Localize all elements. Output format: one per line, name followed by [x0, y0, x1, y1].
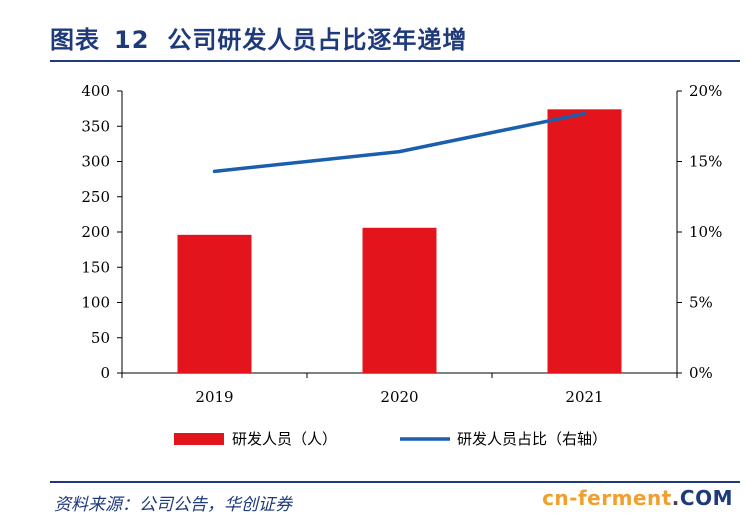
x-tick-labels: 2019 2020 2021: [195, 388, 603, 406]
y-left-tick-label: 200: [81, 223, 110, 241]
y-left-tick-label: 300: [81, 153, 110, 171]
chart-axes: 0 50 100 150 200 250 300 350 400 0% 5% 10% 15% 20%: [81, 82, 722, 382]
bar: [177, 234, 252, 373]
y-right-tick-label: 20%: [689, 82, 722, 100]
figure-title: 图表 12 公司研发人员占比逐年递增: [50, 20, 467, 55]
legend: 研发人员（人） 研发人员占比（右轴）: [174, 430, 607, 448]
y-left-tick-label: 350: [81, 117, 110, 135]
source-note: 资料来源：公司公告，华创证券: [54, 495, 292, 515]
y-right-tick-label: 0%: [689, 364, 713, 382]
footer-divider: [50, 481, 740, 483]
bar: [547, 109, 622, 373]
watermark-part1: cn-ferment: [542, 486, 672, 510]
figure-title-text: 公司研发人员占比逐年递增: [167, 26, 468, 54]
figure-label: 图表: [50, 26, 100, 54]
y-left-tick-label: 400: [81, 82, 110, 100]
legend-bar-swatch: [174, 433, 224, 445]
figure-number: 12: [114, 26, 150, 54]
y-left-tick-label: 50: [91, 329, 110, 347]
line-path: [212, 111, 587, 174]
x-tick-label: 2020: [380, 388, 418, 406]
y-left-tick-label: 250: [81, 188, 110, 206]
x-tick-label: 2021: [565, 388, 603, 406]
bar-series: [177, 109, 622, 373]
y-right-tick-label: 10%: [689, 223, 722, 241]
y-left-tick-label: 100: [81, 294, 110, 312]
y-left-tick-label: 0: [100, 364, 110, 382]
header-divider: [50, 60, 740, 62]
y-left-tick-label: 150: [81, 258, 110, 276]
watermark-dot: .: [671, 486, 680, 510]
x-tick-label: 2019: [195, 388, 233, 406]
legend-bar-label: 研发人员（人）: [232, 430, 337, 448]
line-series: [212, 111, 587, 174]
watermark: cn-ferment.COM: [542, 486, 733, 510]
bar: [362, 227, 437, 373]
figure-header: 图表 12 公司研发人员占比逐年递增: [0, 0, 747, 62]
y-right-tick-label: 5%: [689, 294, 713, 312]
watermark-part2: COM: [679, 486, 733, 510]
legend-line-label: 研发人员占比（右轴）: [457, 430, 607, 448]
y-right-tick-label: 15%: [689, 153, 722, 171]
